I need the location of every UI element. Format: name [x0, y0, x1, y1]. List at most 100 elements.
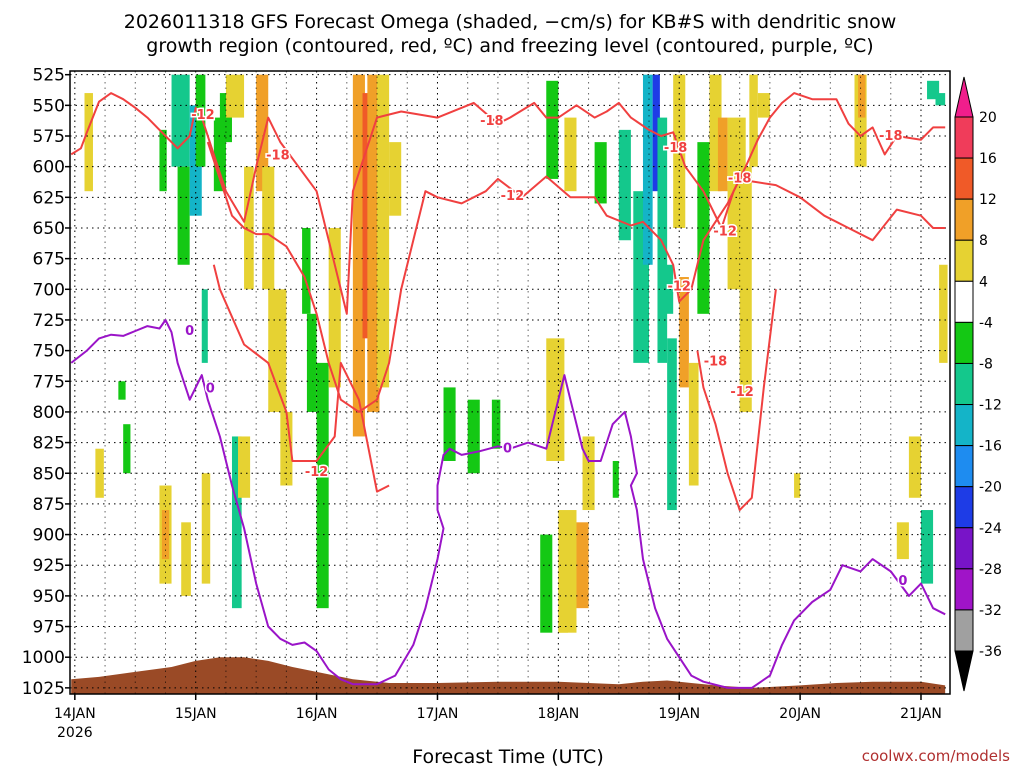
omega-patch-6: [177, 166, 190, 265]
omega-patch-22: [367, 74, 380, 412]
omega-patch-31: [244, 166, 254, 290]
contour-label-9: -12: [667, 280, 691, 295]
omega-patch-24: [201, 473, 211, 584]
y-tick-label-550: 550: [33, 96, 65, 116]
contour-label-10: -18: [704, 354, 728, 369]
contour-label-1: -18: [266, 148, 290, 163]
omega-patch-71: [939, 264, 948, 363]
colorbar-label-3: 8: [979, 233, 988, 249]
y-tick-label-875: 875: [33, 495, 65, 515]
colorbar-label-12: -32: [979, 603, 1002, 619]
colorbar-segment-1: [954, 157, 974, 200]
y-tick-label-625: 625: [33, 188, 65, 208]
y-tick-label-1000: 1000: [22, 648, 65, 668]
y-tick-label-650: 650: [33, 219, 65, 239]
temperature-contours: [70, 92, 946, 689]
omega-patch-43: [546, 80, 559, 179]
omega-patch-70: [935, 93, 946, 106]
y-tick-label-750: 750: [33, 342, 65, 362]
colorbar-segment-10: [954, 527, 974, 570]
y-tick-label-850: 850: [33, 464, 65, 484]
x-axis-label: Forecast Time (UTC): [412, 746, 603, 768]
contour-label-7: -18: [879, 129, 903, 144]
contour-label-0: -12: [191, 108, 215, 123]
colorbar-segment-5: [954, 321, 974, 364]
omega-patch-66: [896, 522, 909, 560]
omega-patch-14: [268, 289, 287, 412]
y-tick-label-975: 975: [33, 618, 65, 638]
colorbar-segment-8: [954, 445, 974, 488]
colorbar-label-7: -12: [979, 398, 1002, 414]
x-tick-label-5: 19JAN: [658, 706, 700, 722]
contour-label-2: -12: [501, 189, 525, 204]
y-tick-label-700: 700: [33, 280, 65, 300]
contour-label-16: 0: [503, 441, 512, 456]
omega-patch-45: [594, 142, 607, 204]
omega-patch-5: [171, 74, 190, 167]
omega-patch-16: [302, 227, 311, 314]
y-tick-label-775: 775: [33, 372, 65, 392]
colorbar-label-8: -16: [979, 439, 1002, 455]
x-tick-label-0: 14JAN: [54, 706, 96, 722]
colorbar-label-10: -24: [979, 521, 1002, 537]
omega-patch-65: [858, 74, 866, 118]
colorbar-label-9: -20: [979, 480, 1002, 496]
omega-patch-19: [328, 227, 341, 388]
omega-patch-34: [467, 399, 480, 474]
omega-patch-17: [306, 313, 317, 412]
x-tick-label-6: 20JAN: [779, 706, 821, 722]
omega-patch-44: [564, 117, 577, 192]
colorbar-label-0: 20: [979, 110, 997, 126]
omega-patch-61: [749, 74, 758, 167]
omega-patch-48: [642, 74, 653, 265]
omega-patch-63: [794, 473, 801, 498]
colorbar-segment-0: [954, 116, 974, 159]
contour-labels: -12 -18 -12 -18 -12 -18 -18 -18 -12 -12 -18 -12 0 0 0 0: [184, 106, 909, 590]
omega-patch-52: [667, 338, 677, 511]
contour-neg18-right-lobe: [696, 289, 777, 511]
x-axis-ticks: 14JAN 2026 15JAN 16JAN 17JAN 18JAN 19JAN 20JAN 2…: [54, 694, 942, 741]
contour-label-3: -18: [480, 114, 504, 129]
omega-patch-33: [443, 387, 456, 461]
contour-label-15: 0: [206, 381, 215, 396]
omega-patch-39: [558, 510, 577, 633]
contour-label-17: 0: [898, 574, 907, 589]
omega-patch-54: [679, 277, 689, 388]
omega-patch-55: [688, 362, 699, 486]
omega-patch-28: [161, 510, 170, 560]
x-tick-sublabel-0: 2026: [57, 725, 93, 741]
y-tick-label-675: 675: [33, 250, 65, 270]
colorbar-segment-9: [954, 486, 974, 529]
colorbar-label-4: 4: [979, 274, 988, 290]
y-tick-label-1025: 1025: [22, 679, 65, 699]
omega-patch-51: [664, 264, 674, 314]
colorbar-top-triangle: [954, 76, 974, 118]
x-tick-label-4: 18JAN: [537, 706, 579, 722]
contour-label-4: -12: [305, 465, 329, 480]
colorbar-label-1: 16: [979, 151, 997, 167]
y-tick-label-800: 800: [33, 403, 65, 423]
chart-title-line-2: growth region (contoured, red, ºC) and f…: [146, 35, 873, 57]
colorbar: 20 16 12 8 4 -4 -8 -12 -16 -20 -24 -28 -32 -36: [954, 76, 1002, 692]
omega-patch-18: [316, 362, 329, 609]
omega-patch-12: [256, 74, 269, 192]
colorbar-segment-4: [954, 280, 974, 323]
y-tick-label-725: 725: [33, 311, 65, 331]
colorbar-segment-11: [954, 568, 974, 611]
colorbar-segment-7: [954, 404, 974, 447]
x-tick-label-7: 21JAN: [900, 706, 942, 722]
colorbar-label-2: 12: [979, 192, 997, 208]
omega-patch-1: [95, 448, 104, 498]
colorbar-label-5: -4: [979, 315, 993, 331]
omega-patch-26: [238, 436, 251, 498]
omega-patch-0: [84, 93, 93, 192]
colorbar-segment-12: [954, 609, 974, 652]
y-tick-label-575: 575: [33, 127, 65, 147]
omega-patch-50: [657, 117, 668, 363]
x-tick-label-2: 16JAN: [296, 706, 338, 722]
colorbar-segment-2: [954, 198, 974, 241]
terrain-area: [71, 657, 946, 694]
omega-patch-46: [618, 129, 631, 241]
y-tick-label-925: 925: [33, 556, 65, 576]
